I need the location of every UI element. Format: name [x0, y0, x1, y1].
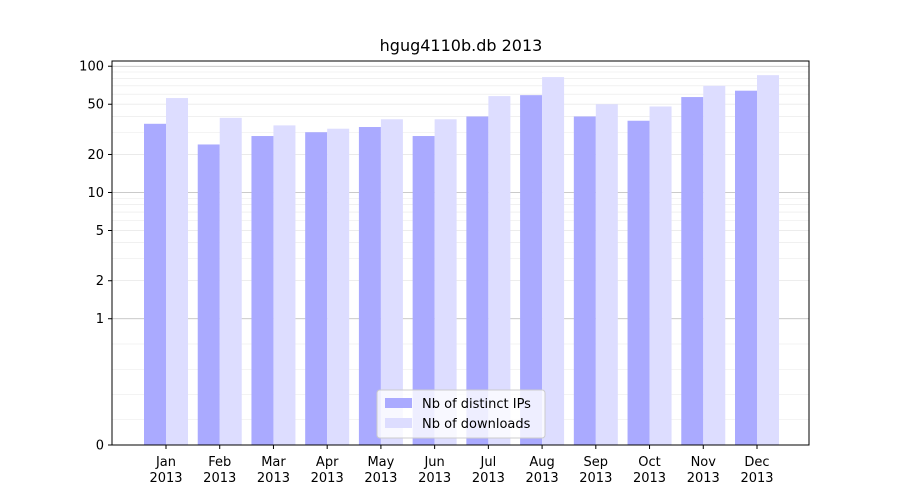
y-tick-label: 0: [96, 439, 104, 454]
x-tick-label-month: Mar: [261, 455, 286, 470]
x-tick-label-month: Apr: [316, 455, 339, 470]
legend-label: Nb of downloads: [422, 417, 531, 432]
bar-distinct-ips: [681, 97, 704, 446]
x-tick-label-year: 2013: [203, 471, 236, 486]
x-tick-label-year: 2013: [311, 471, 344, 486]
bar-distinct-ips: [573, 116, 596, 446]
legend-box: [376, 389, 546, 439]
x-tick-label-month: Oct: [638, 455, 660, 470]
x-tick-label-year: 2013: [149, 471, 182, 486]
bar-downloads: [649, 106, 672, 445]
bar-distinct-ips: [305, 132, 328, 445]
bar-downloads: [434, 119, 457, 446]
x-tick-label-month: Nov: [691, 455, 717, 470]
x-tick-label-month: Jul: [480, 455, 497, 470]
bar-downloads: [488, 96, 511, 446]
bar-downloads: [595, 104, 618, 445]
bar-downloads: [542, 77, 565, 445]
bar-distinct-ips: [197, 144, 220, 445]
x-tick-label-month: Jan: [155, 455, 176, 470]
y-tick-label: 20: [87, 148, 104, 163]
x-tick-label-year: 2013: [579, 471, 612, 486]
x-tick-label-year: 2013: [257, 471, 290, 486]
x-tick-label-year: 2013: [740, 471, 773, 486]
bar-downloads: [273, 125, 296, 445]
bar-distinct-ips: [627, 120, 650, 446]
bar-downloads: [757, 75, 779, 446]
plot-frame: [111, 60, 810, 446]
x-tick-label-year: 2013: [633, 471, 666, 486]
y-tick-label: 1: [96, 312, 104, 327]
bar-distinct-ips: [520, 95, 543, 446]
x-tick-label-year: 2013: [687, 471, 720, 486]
chart-title: hgug4110b.db 2013: [380, 36, 543, 55]
y-tick-label: 50: [87, 98, 104, 113]
bar-distinct-ips: [735, 90, 757, 445]
bar-downloads: [327, 128, 350, 446]
x-tick-label-month: Sep: [584, 455, 609, 470]
bars: [144, 75, 779, 446]
x-tick-label-month: Aug: [529, 455, 554, 470]
bar-downloads: [219, 117, 242, 446]
bar-distinct-ips: [412, 136, 435, 445]
x-tick-label-year: 2013: [418, 471, 451, 486]
x-tick-label-month: Feb: [208, 455, 231, 470]
x-tick-label-month: Jun: [423, 455, 444, 470]
legend-swatch: [385, 398, 412, 408]
y-tick-label: 2: [96, 274, 104, 289]
x-tick-label-month: Dec: [744, 455, 769, 470]
bar-distinct-ips: [144, 123, 166, 445]
y-tick-label: 100: [79, 60, 104, 75]
bar-downloads: [380, 119, 403, 446]
legend-label: Nb of distinct IPs: [422, 397, 531, 412]
x-tick-label-month: May: [367, 455, 394, 470]
bar-downloads: [166, 98, 188, 446]
x-tick-label-year: 2013: [526, 471, 559, 486]
y-axis: 0 1 2 5 10 20 50 100: [79, 60, 112, 454]
bar-downloads: [703, 85, 726, 446]
legend-swatch: [385, 418, 412, 428]
bar-distinct-ips: [358, 127, 381, 445]
x-tick-label-year: 2013: [364, 471, 397, 486]
bar-distinct-ips: [251, 136, 274, 445]
x-tick-label-year: 2013: [472, 471, 505, 486]
y-tick-label: 5: [96, 224, 104, 239]
x-axis: Jan2013Feb2013Mar2013Apr2013May2013Jun20…: [149, 445, 774, 486]
legend: Nb of distinct IPs Nb of downloads: [376, 389, 546, 439]
y-tick-label: 10: [87, 186, 104, 201]
bar-distinct-ips: [466, 116, 489, 446]
